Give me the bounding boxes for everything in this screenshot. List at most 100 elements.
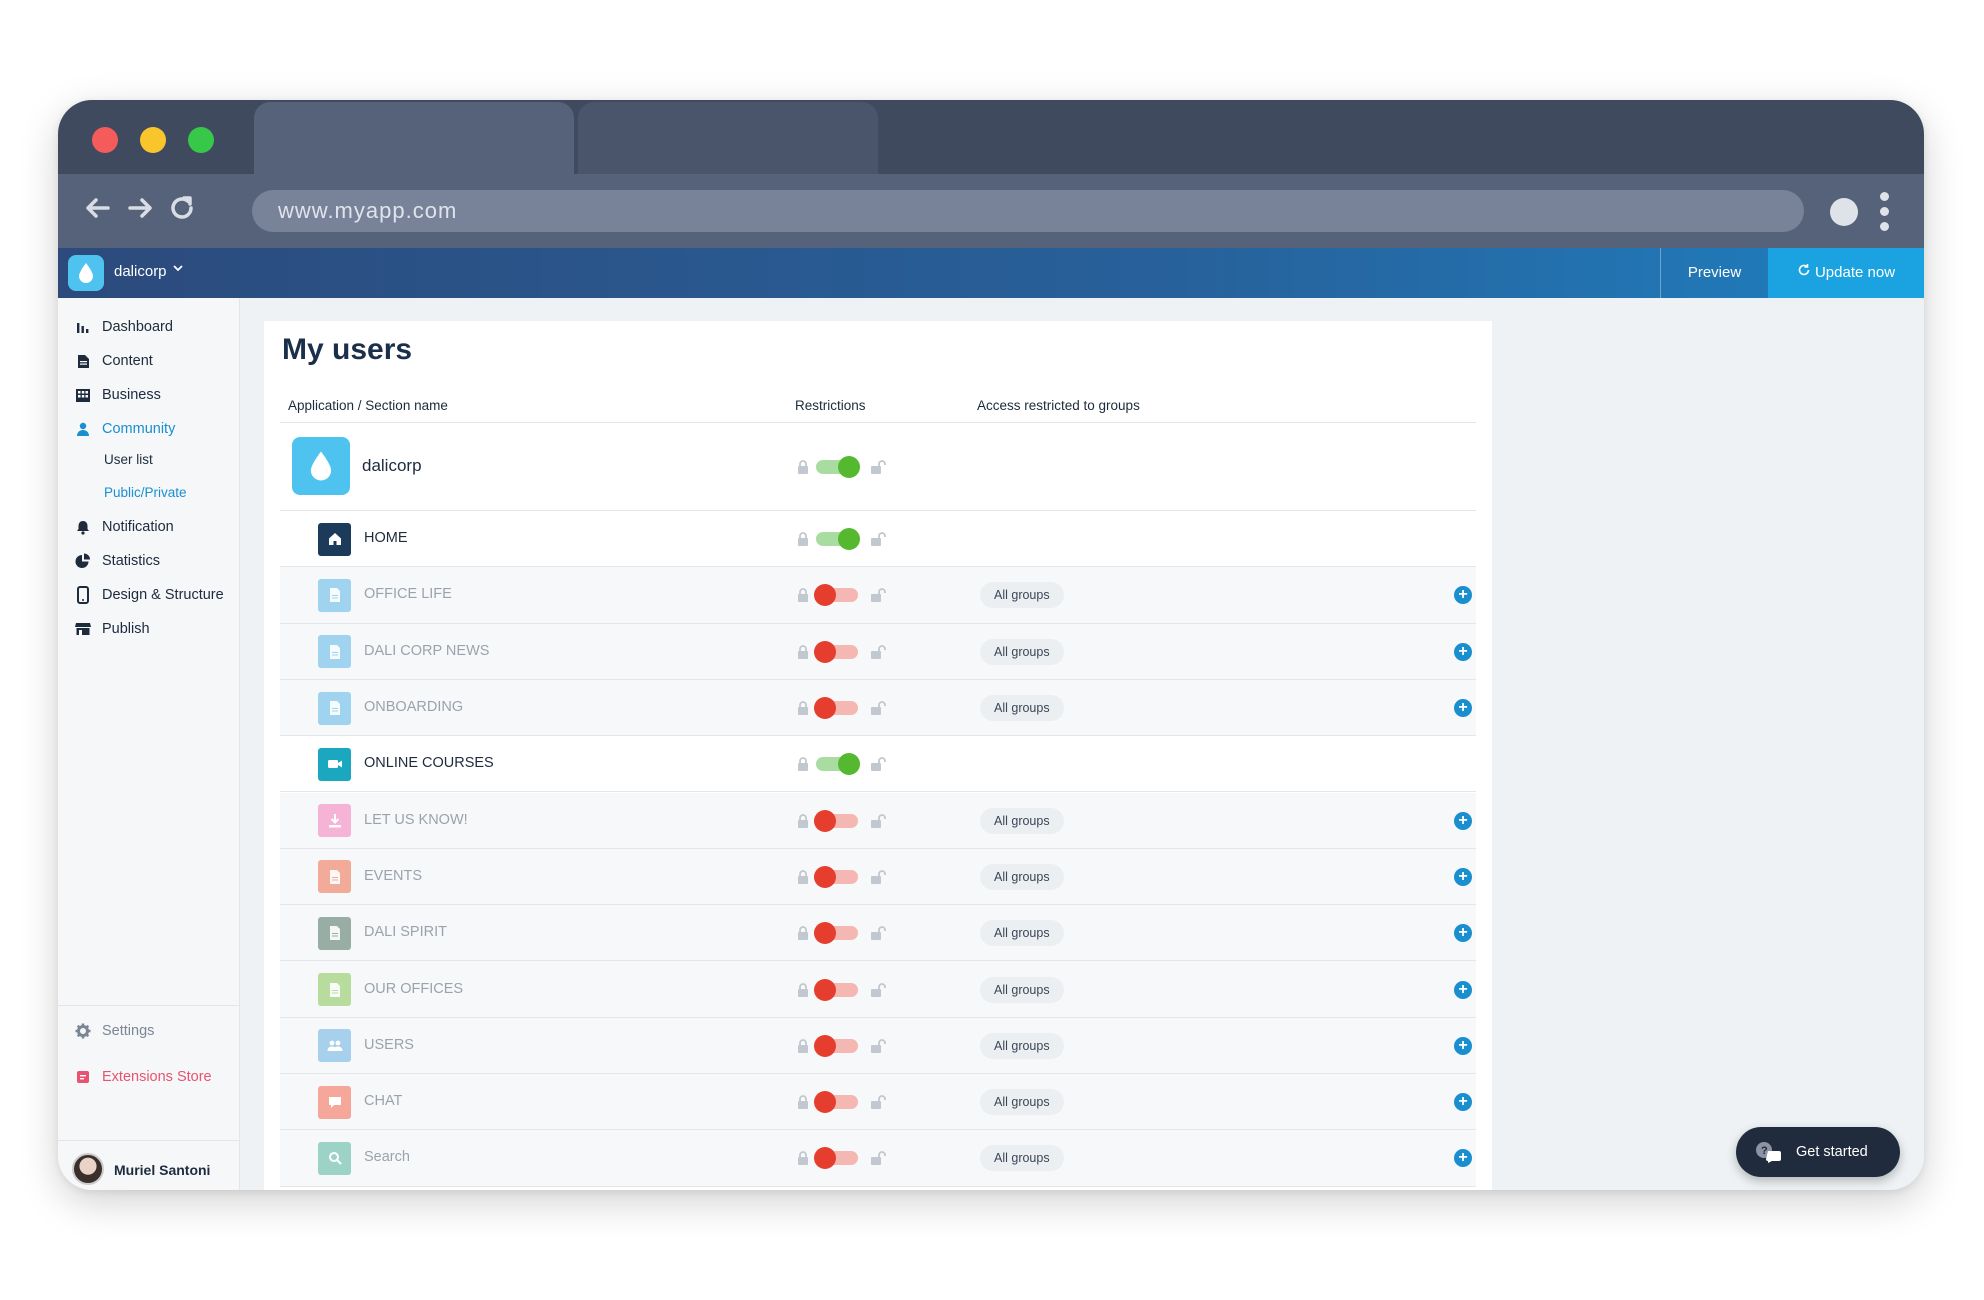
- lock-icon: [798, 982, 808, 997]
- sidebar-item-label: Extensions Store: [102, 1069, 212, 1085]
- section-label: DALI SPIRIT: [364, 924, 447, 941]
- update-now-button[interactable]: Update now: [1768, 248, 1924, 298]
- document-icon: [318, 860, 351, 894]
- svg-text:?: ?: [1761, 1145, 1768, 1157]
- groups-badge[interactable]: All groups: [980, 638, 1064, 665]
- sidebar-subitem-public-private[interactable]: Public/Private: [104, 485, 187, 500]
- sidebar-item-content[interactable]: Content: [74, 352, 153, 370]
- groups-badge[interactable]: All groups: [980, 1032, 1064, 1059]
- section-row: ONLINE COURSES: [280, 736, 1476, 793]
- groups-badge[interactable]: All groups: [980, 582, 1064, 609]
- avatar[interactable]: [72, 1153, 104, 1185]
- help-chat-icon: ?: [1756, 1142, 1781, 1163]
- add-group-icon[interactable]: +: [1454, 642, 1472, 661]
- unlock-icon: [871, 588, 886, 603]
- get-started-button[interactable]: ? Get started: [1736, 1127, 1900, 1177]
- add-group-icon[interactable]: +: [1454, 586, 1472, 605]
- unlock-icon: [871, 1039, 886, 1053]
- groups-badge[interactable]: All groups: [980, 920, 1064, 947]
- header-divider: [280, 422, 1476, 423]
- sidebar-item-settings[interactable]: Settings: [74, 1022, 154, 1040]
- lock-icon: [798, 588, 808, 603]
- sidebar-item-label: Statistics: [102, 553, 161, 569]
- sidebar-item-statistics[interactable]: Statistics: [74, 552, 160, 570]
- chat-icon: [318, 1085, 351, 1119]
- sidebar-item-label: Dashboard: [102, 319, 173, 335]
- restriction-toggle[interactable]: [814, 1034, 858, 1057]
- back-arrow-icon[interactable]: [80, 192, 116, 228]
- restriction-toggle[interactable]: [816, 456, 860, 478]
- sidebar-item-design-structure[interactable]: Design & Structure: [74, 586, 224, 604]
- groups-badge[interactable]: All groups: [980, 807, 1064, 834]
- lock-icon: [798, 1151, 808, 1166]
- restriction-toggle[interactable]: [814, 922, 858, 945]
- add-group-icon[interactable]: +: [1454, 1149, 1472, 1168]
- forward-arrow-icon[interactable]: [122, 192, 158, 228]
- gear-icon: [74, 1022, 92, 1040]
- user-name[interactable]: Muriel Santoni: [114, 1162, 211, 1178]
- add-group-icon[interactable]: +: [1454, 924, 1472, 943]
- unlock-icon: [871, 870, 886, 884]
- address-bar[interactable]: www.myapp.com: [252, 190, 1804, 232]
- section-label: ONLINE COURSES: [364, 755, 494, 772]
- add-group-icon[interactable]: +: [1454, 867, 1472, 886]
- sidebar-item-extensions-store[interactable]: Extensions Store: [74, 1068, 212, 1086]
- section-row: LET US KNOW! All groups +: [280, 792, 1476, 849]
- column-header-restrictions: Restrictions: [795, 398, 866, 413]
- restriction-toggle[interactable]: [816, 753, 860, 776]
- restriction-toggle[interactable]: [814, 1147, 858, 1170]
- lock-icon: [798, 1095, 808, 1110]
- restriction-toggle[interactable]: [814, 978, 858, 1001]
- unlock-icon: [871, 757, 886, 772]
- section-label: USERS: [364, 1036, 414, 1053]
- groups-badge[interactable]: All groups: [980, 1145, 1064, 1172]
- groups-badge[interactable]: All groups: [980, 1089, 1064, 1116]
- unlock-icon: [871, 532, 886, 547]
- section-label: OFFICE LIFE: [364, 586, 452, 603]
- restriction-toggle[interactable]: [814, 640, 858, 663]
- window-minimize-button[interactable]: [140, 127, 166, 153]
- sidebar-item-label: Business: [102, 387, 161, 403]
- window-maximize-button[interactable]: [188, 127, 214, 153]
- lock-icon: [798, 644, 808, 659]
- sidebar-subitem-user-list[interactable]: User list: [104, 452, 153, 467]
- window-close-button[interactable]: [92, 127, 118, 153]
- profile-icon[interactable]: [1830, 198, 1858, 226]
- restriction-toggle[interactable]: [814, 865, 858, 888]
- browser-tab-active[interactable]: [254, 102, 574, 176]
- sidebar-item-business[interactable]: Business: [74, 386, 161, 404]
- section-label: EVENTS: [364, 867, 423, 884]
- home-icon: [318, 522, 351, 556]
- preview-button[interactable]: Preview: [1660, 248, 1768, 298]
- sidebar-item-dashboard[interactable]: Dashboard: [74, 318, 173, 336]
- add-group-icon[interactable]: +: [1454, 699, 1472, 718]
- browser-menu-icon[interactable]: [1880, 192, 1890, 232]
- groups-badge[interactable]: All groups: [980, 863, 1064, 890]
- groups-badge[interactable]: All groups: [980, 976, 1064, 1003]
- water-drop-icon: [310, 451, 332, 481]
- sidebar-item-notification[interactable]: Notification: [74, 518, 174, 536]
- restriction-toggle[interactable]: [814, 1091, 858, 1114]
- section-row: Search All groups +: [280, 1130, 1476, 1187]
- restriction-toggle[interactable]: [814, 584, 858, 607]
- add-group-icon[interactable]: +: [1454, 1093, 1472, 1112]
- lock-icon: [798, 701, 808, 716]
- restriction-toggle[interactable]: [814, 697, 858, 720]
- restriction-toggle[interactable]: [816, 528, 860, 551]
- sidebar-item-label: Publish: [102, 621, 150, 637]
- water-drop-icon: [79, 263, 93, 283]
- sidebar-item-community[interactable]: Community: [74, 420, 175, 438]
- browser-tab[interactable]: [578, 102, 878, 176]
- add-group-icon[interactable]: +: [1454, 1036, 1472, 1055]
- groups-badge[interactable]: All groups: [980, 695, 1064, 722]
- add-group-icon[interactable]: +: [1454, 980, 1472, 999]
- browser-toolbar: www.myapp.com: [58, 174, 1924, 248]
- add-group-icon[interactable]: +: [1454, 811, 1472, 830]
- app-switcher-label[interactable]: dalicorp: [114, 263, 167, 280]
- sidebar-item-publish[interactable]: Publish: [74, 620, 150, 638]
- restriction-toggle[interactable]: [814, 809, 858, 832]
- sidebar: Dashboard Content Business Community Use…: [58, 298, 240, 1190]
- app-logo[interactable]: [68, 255, 104, 291]
- reload-icon[interactable]: [164, 192, 200, 228]
- chevron-down-icon[interactable]: [172, 262, 184, 277]
